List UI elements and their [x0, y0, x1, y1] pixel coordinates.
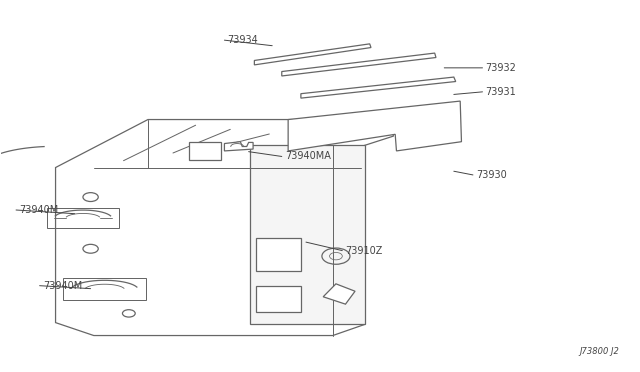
Text: 73910Z: 73910Z	[346, 246, 383, 256]
Polygon shape	[225, 142, 253, 151]
Polygon shape	[250, 145, 365, 324]
Text: 73931: 73931	[486, 87, 516, 97]
Polygon shape	[256, 286, 301, 311]
Polygon shape	[256, 238, 301, 271]
Polygon shape	[323, 284, 355, 304]
Text: 73940M: 73940M	[19, 205, 58, 215]
Polygon shape	[56, 119, 394, 336]
Text: 73934: 73934	[228, 35, 259, 45]
Text: 73930: 73930	[476, 170, 507, 180]
Polygon shape	[282, 53, 436, 76]
Polygon shape	[189, 142, 221, 160]
Text: 73932: 73932	[486, 63, 516, 73]
Text: J73800 J2: J73800 J2	[580, 347, 620, 356]
Polygon shape	[301, 77, 456, 98]
Text: 73940MA: 73940MA	[285, 151, 331, 161]
Polygon shape	[254, 44, 371, 65]
Text: 73940M: 73940M	[43, 281, 82, 291]
Polygon shape	[288, 101, 461, 151]
